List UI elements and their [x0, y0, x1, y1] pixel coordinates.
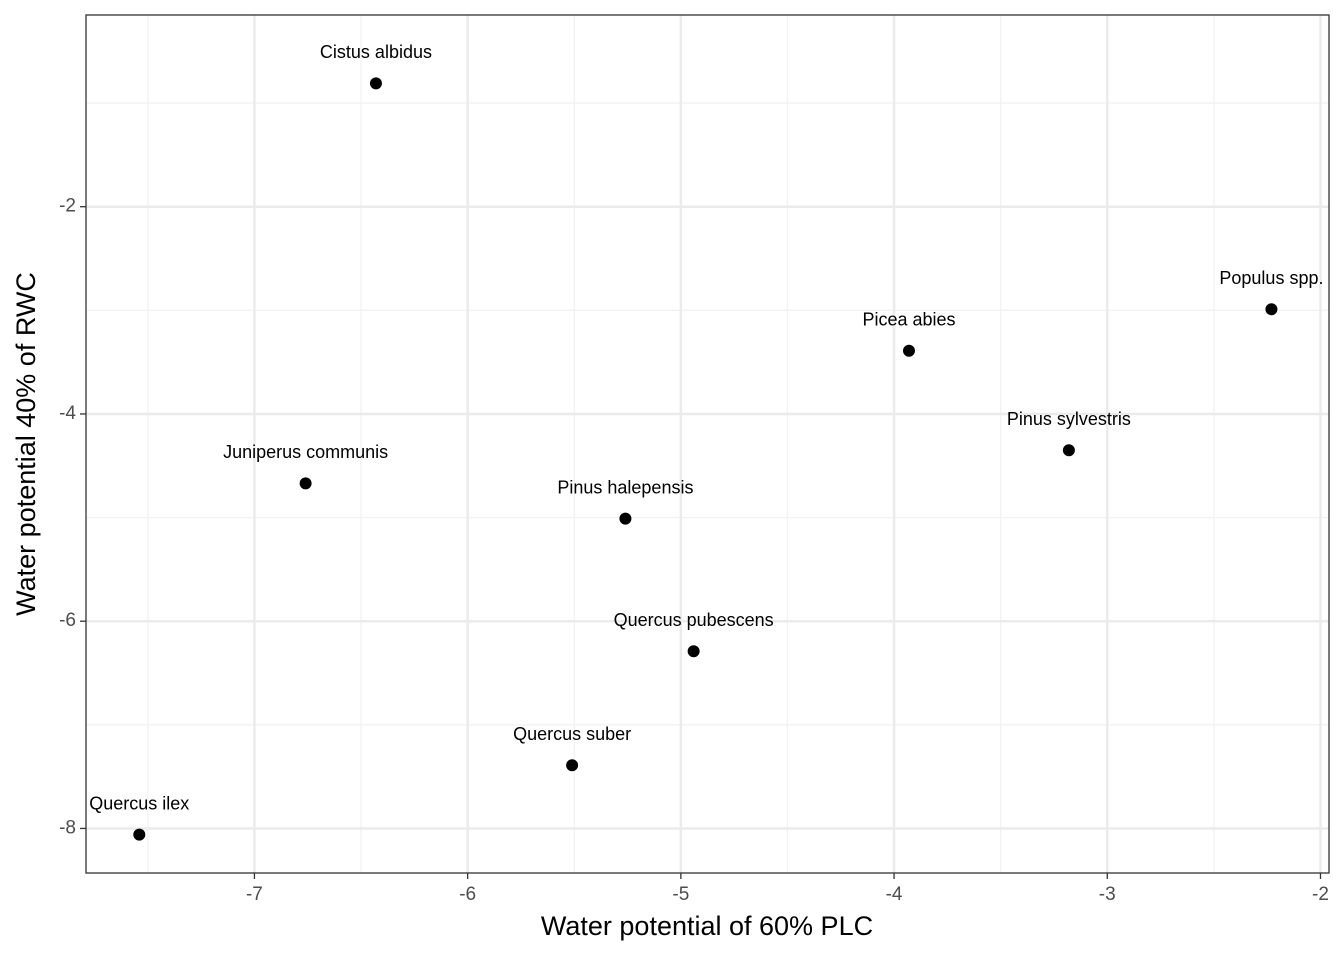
point	[369, 77, 382, 90]
y-tick-label: -8	[59, 817, 76, 838]
point-label: Pinus halepensis	[557, 477, 693, 497]
plot-border	[85, 14, 1330, 874]
point	[133, 828, 146, 841]
y-tick-label: -6	[59, 610, 76, 631]
x-axis-title: Water potential of 60% PLC	[541, 911, 873, 941]
x-tick-label: -3	[1099, 884, 1116, 905]
point	[1265, 303, 1278, 316]
x-tick-label: -4	[886, 884, 903, 905]
point-label: Picea abies	[862, 309, 955, 329]
y-tick-label: -2	[59, 196, 76, 217]
x-tick-label: -5	[672, 884, 689, 905]
point	[619, 512, 632, 525]
point-label: Populus spp.	[1219, 268, 1323, 288]
point-label: Pinus sylvestris	[1007, 409, 1131, 429]
point	[299, 477, 312, 490]
y-axis-title: Water potential 40% of RWC	[11, 272, 41, 616]
x-tick-label: -7	[246, 884, 263, 905]
point-label: Juniperus communis	[223, 442, 388, 462]
point	[1062, 444, 1075, 457]
point	[566, 759, 579, 772]
point-label: Quercus pubescens	[614, 610, 774, 630]
point-label: Quercus ilex	[89, 793, 189, 813]
point	[687, 645, 700, 658]
point-label: Quercus suber	[513, 724, 631, 744]
y-tick-label: -4	[59, 403, 76, 424]
x-tick-label: -6	[459, 884, 476, 905]
point	[902, 344, 915, 357]
x-tick-label: -2	[1312, 884, 1329, 905]
point-label: Cistus albidus	[320, 42, 432, 62]
